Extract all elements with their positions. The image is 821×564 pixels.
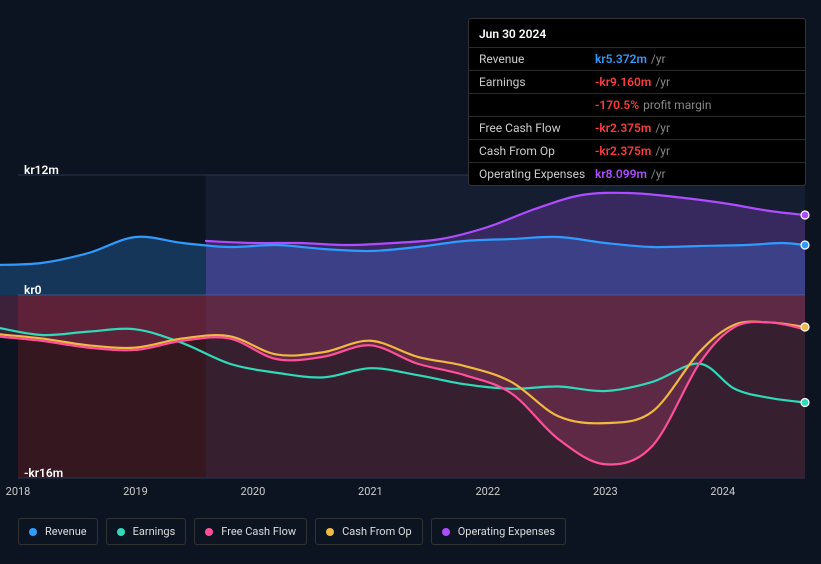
legend-item-fcf[interactable]: Free Cash Flow [194,518,307,545]
tooltip-row: Cash From Op-kr2.375m/yr [469,140,805,163]
tooltip-row-suffix: /yr [655,144,670,158]
x-axis-label: 2018 [6,485,31,498]
chart-legend: Revenue Earnings Free Cash Flow Cash From O… [18,518,566,545]
tooltip-row: -170.5% profit margin [469,94,805,117]
tooltip-row-suffix: /yr [651,52,666,66]
x-axis-label: 2022 [475,485,500,498]
tooltip-row-label: Revenue [479,52,595,66]
legend-label: Earnings [133,525,176,538]
tooltip-rows: Revenuekr5.372m/yrEarnings-kr9.160m/yr-1… [469,48,805,185]
tooltip-row-label: Earnings [479,75,595,89]
tooltip-row-suffix: /yr [651,167,666,181]
x-axis-label: 2023 [593,485,618,498]
tooltip-row: Revenuekr5.372m/yr [469,48,805,71]
tooltip-row-label: Operating Expenses [479,167,595,181]
legend-item-revenue[interactable]: Revenue [18,518,98,545]
legend-item-earnings[interactable]: Earnings [106,518,187,545]
y-axis-label: kr0 [24,283,42,297]
tooltip-row-value: kr8.099m [595,167,647,181]
legend-label: Cash From Op [342,525,412,538]
tooltip-row: Free Cash Flow-kr2.375m/yr [469,117,805,140]
legend-dot-icon [117,528,125,536]
legend-item-cfo[interactable]: Cash From Op [315,518,423,545]
x-axis-label: 2024 [710,485,735,498]
tooltip-row-value: -170.5% [595,98,639,112]
tooltip-row-suffix: /yr [655,121,670,135]
data-tooltip: Jun 30 2024 Revenuekr5.372m/yrEarnings-k… [468,18,806,186]
legend-dot-icon [442,528,450,536]
x-axis-label: 2021 [358,485,383,498]
tooltip-date: Jun 30 2024 [469,19,805,48]
legend-dot-icon [326,528,334,536]
tooltip-row-suffix: profit margin [643,98,711,112]
legend-item-opex[interactable]: Operating Expenses [431,518,566,545]
tooltip-row-value: kr5.372m [595,52,647,66]
tooltip-row-suffix: /yr [655,75,670,89]
tooltip-row: Operating Expenseskr8.099m/yr [469,163,805,185]
legend-label: Free Cash Flow [221,525,296,538]
tooltip-row-value: -kr9.160m [595,75,651,89]
x-axis-label: 2019 [123,485,148,498]
y-axis-label: -kr16m [24,466,63,480]
tooltip-row-label: Cash From Op [479,144,595,158]
x-axis-labels: 2018 2019 2020 2021 2022 2023 2024 [0,485,821,505]
y-axis-label: kr12m [24,163,59,177]
legend-dot-icon [205,528,213,536]
tooltip-row: Earnings-kr9.160m/yr [469,71,805,94]
tooltip-row-label: Free Cash Flow [479,121,595,135]
tooltip-row-value: -kr2.375m [595,144,651,158]
tooltip-row-value: -kr2.375m [595,121,651,135]
legend-dot-icon [29,528,37,536]
legend-label: Operating Expenses [458,525,555,538]
x-axis-label: 2020 [241,485,266,498]
legend-label: Revenue [45,525,87,538]
